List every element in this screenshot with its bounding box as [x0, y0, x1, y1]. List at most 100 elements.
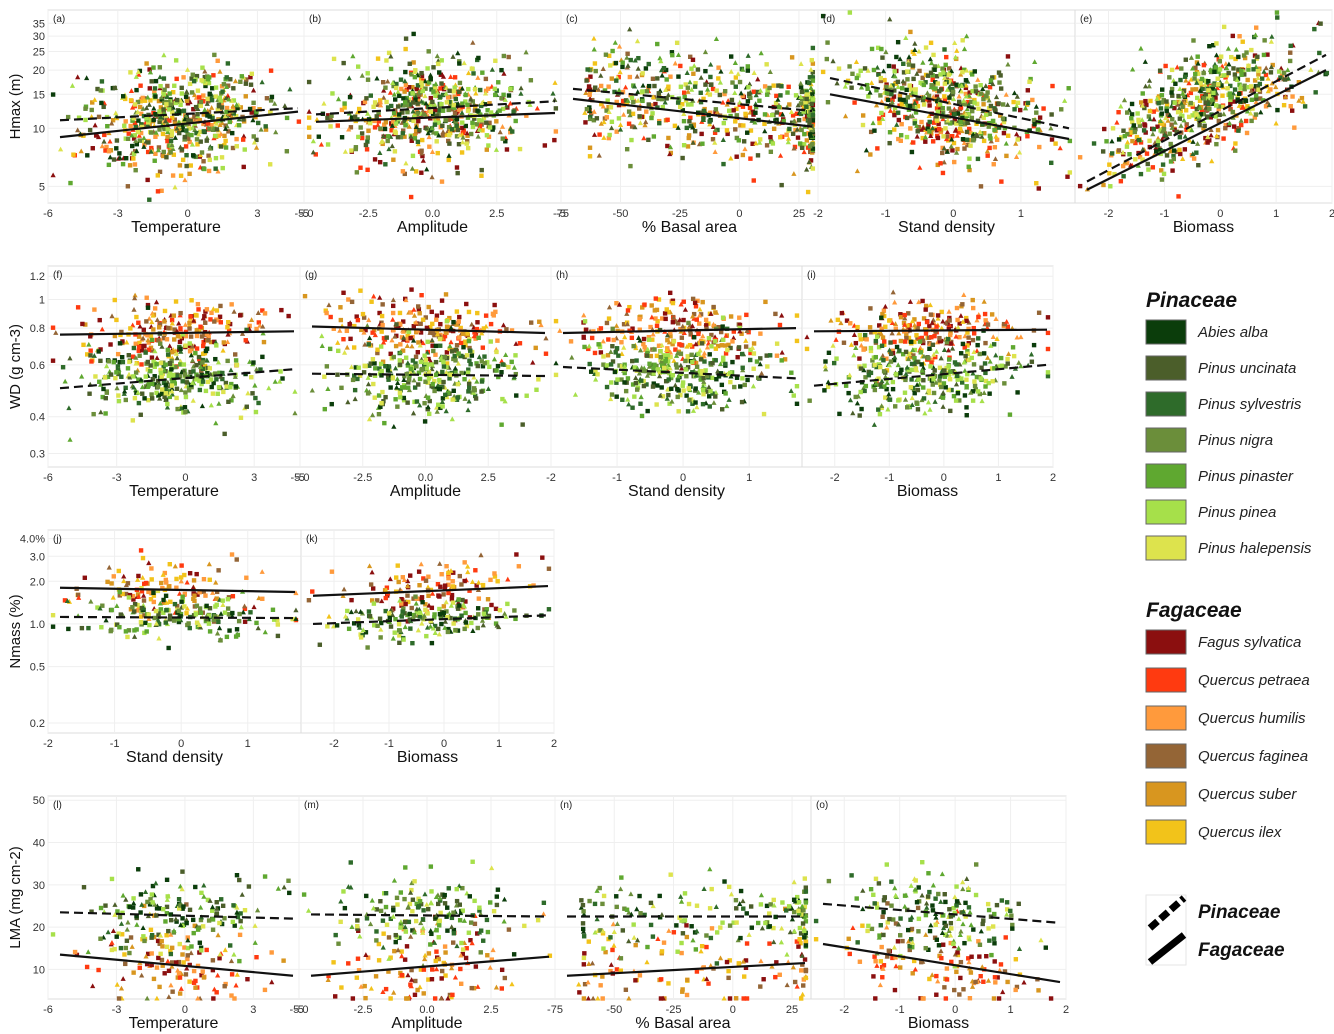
data-point [1285, 75, 1292, 81]
data-point [612, 369, 618, 375]
data-point [650, 76, 656, 81]
data-point [147, 67, 152, 72]
x-tick-label: 0 [185, 208, 191, 220]
data-point [738, 90, 744, 96]
data-point [1181, 117, 1187, 123]
data-point [106, 149, 112, 154]
data-point [263, 127, 269, 132]
data-point [412, 399, 417, 405]
data-point [416, 304, 421, 309]
data-point [806, 113, 812, 118]
data-point [215, 168, 221, 174]
data-point [586, 346, 591, 352]
data-point [132, 120, 138, 126]
data-point [411, 337, 417, 343]
data-point [659, 385, 664, 390]
data-point [984, 148, 991, 154]
data-point [794, 126, 800, 132]
data-point [411, 306, 417, 312]
data-point [733, 119, 738, 124]
data-point [433, 343, 439, 349]
data-point [1000, 102, 1006, 107]
data-point [1109, 151, 1115, 156]
data-point [1003, 91, 1009, 97]
data-point [213, 119, 218, 125]
data-point [715, 343, 721, 349]
data-point [108, 342, 113, 347]
data-point [943, 136, 950, 142]
data-point [141, 327, 146, 333]
data-point [596, 152, 602, 158]
data-point [377, 99, 384, 105]
data-point [740, 93, 745, 99]
data-point [146, 340, 152, 345]
data-point [67, 436, 73, 442]
data-point [1178, 111, 1184, 117]
data-point [161, 149, 166, 155]
data-point [687, 342, 693, 348]
data-point [661, 353, 666, 358]
data-point [779, 349, 785, 355]
data-point [230, 393, 236, 399]
data-point [1011, 99, 1016, 105]
data-point [1016, 149, 1023, 155]
data-point [366, 317, 372, 323]
data-point [794, 383, 800, 389]
data-point [167, 343, 173, 349]
data-point [433, 93, 438, 98]
data-point [422, 93, 428, 99]
data-point [412, 74, 418, 80]
data-point [750, 141, 755, 147]
data-point [380, 80, 386, 85]
x-tick-label: -1 [612, 472, 622, 484]
data-point [459, 110, 465, 115]
data-point [448, 339, 454, 345]
data-point [655, 41, 660, 47]
data-point [85, 352, 90, 357]
data-point [366, 342, 371, 347]
data-point [673, 347, 678, 352]
data-point [683, 367, 688, 372]
data-point [640, 82, 646, 88]
data-point [127, 163, 133, 168]
data-point [514, 393, 519, 398]
data-point [137, 138, 142, 143]
data-point [1249, 97, 1255, 102]
data-point [167, 147, 173, 152]
data-point [475, 363, 480, 369]
data-point [1202, 82, 1208, 88]
data-point [631, 343, 636, 349]
data-point [728, 54, 734, 59]
data-point [853, 59, 860, 65]
data-point [412, 93, 418, 98]
data-point [164, 404, 171, 410]
data-point [643, 66, 649, 71]
data-point [1170, 93, 1175, 98]
data-point [136, 334, 142, 339]
data-point [707, 92, 713, 97]
data-point [75, 305, 81, 310]
data-point [948, 68, 955, 74]
data-point [990, 81, 996, 87]
data-point [643, 119, 649, 125]
data-point [912, 40, 918, 46]
data-point [409, 72, 414, 77]
data-point [233, 358, 239, 363]
data-point [393, 121, 399, 126]
data-point [415, 83, 421, 88]
data-point [177, 358, 184, 364]
data-point [440, 108, 446, 113]
data-point [1034, 181, 1039, 186]
data-point [372, 373, 378, 378]
x-tick-label: 2.5 [489, 208, 504, 220]
data-point [810, 97, 816, 102]
data-point [140, 106, 146, 111]
data-point [445, 95, 451, 100]
data-point [985, 153, 990, 158]
data-point [1255, 54, 1260, 60]
data-point [148, 363, 153, 368]
data-point [101, 138, 107, 144]
data-point [131, 136, 137, 141]
data-point [911, 140, 916, 145]
data-point [224, 84, 230, 89]
